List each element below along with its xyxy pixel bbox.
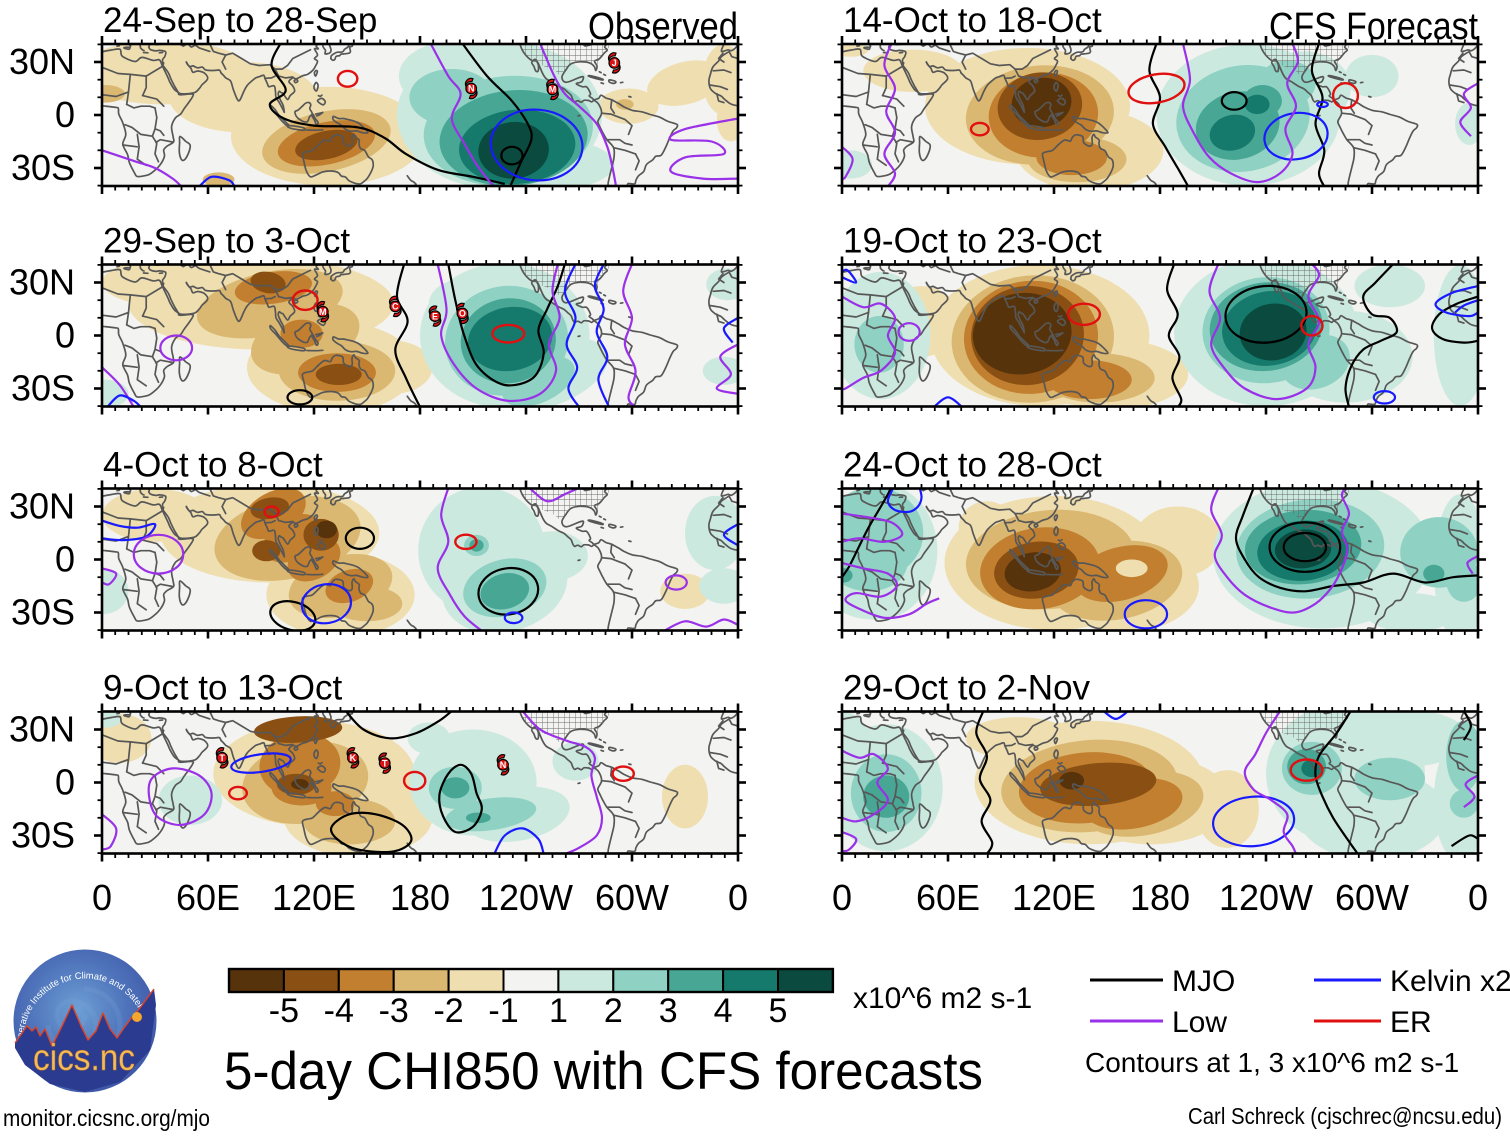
svg-text:5: 5 (769, 992, 788, 1030)
svg-text:2: 2 (604, 992, 623, 1030)
svg-text:C: C (392, 302, 399, 312)
svg-text:T: T (219, 753, 225, 763)
svg-text:Kelvin x2: Kelvin x2 (1390, 965, 1510, 998)
svg-text:-4: -4 (324, 992, 354, 1030)
svg-text:cics.nc: cics.nc (33, 1037, 135, 1078)
svg-text:120E: 120E (272, 877, 356, 918)
svg-text:24-Oct to 28-Oct: 24-Oct to 28-Oct (843, 446, 1102, 485)
svg-text:M: M (319, 307, 327, 317)
svg-text:29-Oct to 2-Nov: 29-Oct to 2-Nov (843, 669, 1091, 708)
svg-text:180: 180 (1130, 877, 1190, 918)
svg-text:0: 0 (728, 877, 748, 918)
svg-text:30N: 30N (9, 41, 75, 82)
svg-text:0: 0 (55, 94, 75, 135)
svg-text:-2: -2 (433, 992, 463, 1030)
svg-text:ER: ER (1390, 1006, 1432, 1039)
svg-text:E: E (432, 311, 438, 321)
svg-text:24-Sep to 28-Sep: 24-Sep to 28-Sep (103, 1, 377, 40)
svg-text:14-Oct to 18-Oct: 14-Oct to 18-Oct (843, 1, 1102, 40)
svg-text:19-Oct to 23-Oct: 19-Oct to 23-Oct (843, 222, 1102, 261)
svg-text:0: 0 (92, 877, 112, 918)
svg-text:60W: 60W (1335, 877, 1409, 918)
svg-text:3: 3 (659, 992, 678, 1030)
svg-text:30N: 30N (9, 709, 75, 750)
svg-text:-5: -5 (269, 992, 299, 1030)
svg-text:4-Oct to 8-Oct: 4-Oct to 8-Oct (103, 446, 323, 485)
svg-text:29-Sep to 3-Oct: 29-Sep to 3-Oct (103, 222, 350, 261)
svg-text:30S: 30S (11, 815, 75, 856)
svg-text:0: 0 (1468, 877, 1488, 918)
svg-text:60E: 60E (916, 877, 980, 918)
svg-text:Contours at 1, 3 x10^6 m2 s-1: Contours at 1, 3 x10^6 m2 s-1 (1085, 1047, 1459, 1078)
svg-text:30N: 30N (9, 262, 75, 303)
svg-text:Observed: Observed (588, 6, 738, 48)
svg-text:30S: 30S (11, 368, 75, 409)
svg-text:CFS Forecast: CFS Forecast (1269, 6, 1478, 48)
svg-text:120E: 120E (1012, 877, 1096, 918)
svg-text:120W: 120W (479, 877, 573, 918)
svg-text:9-Oct to 13-Oct: 9-Oct to 13-Oct (103, 669, 343, 708)
svg-text:M: M (549, 85, 557, 95)
svg-text:0: 0 (55, 315, 75, 356)
svg-text:120W: 120W (1219, 877, 1313, 918)
svg-text:Carl Schreck (cjschrec@ncsu.ed: Carl Schreck (cjschrec@ncsu.edu) (1188, 1103, 1502, 1129)
svg-text:J: J (612, 58, 617, 68)
svg-text:0: 0 (55, 762, 75, 803)
svg-text:K: K (350, 753, 357, 763)
svg-text:monitor.cicsnc.org/mjo: monitor.cicsnc.org/mjo (3, 1105, 210, 1131)
svg-text:N: N (468, 84, 475, 94)
svg-text:1: 1 (549, 992, 568, 1030)
svg-text:T: T (382, 758, 388, 768)
svg-text:5-day CHI850 with CFS forecast: 5-day CHI850 with CFS forecasts (224, 1042, 983, 1101)
svg-text:4: 4 (714, 992, 733, 1030)
svg-text:30S: 30S (11, 592, 75, 633)
svg-text:x10^6 m2 s-1: x10^6 m2 s-1 (853, 982, 1032, 1015)
svg-text:0: 0 (832, 877, 852, 918)
svg-text:180: 180 (390, 877, 450, 918)
svg-text:MJO: MJO (1172, 965, 1235, 998)
svg-text:Low: Low (1172, 1006, 1227, 1039)
svg-text:60E: 60E (176, 877, 240, 918)
svg-text:30N: 30N (9, 486, 75, 527)
svg-text:N: N (500, 760, 507, 770)
svg-text:60W: 60W (595, 877, 669, 918)
svg-text:30S: 30S (11, 147, 75, 188)
svg-text:-1: -1 (488, 992, 518, 1030)
svg-text:0: 0 (55, 539, 75, 580)
svg-text:O: O (459, 309, 466, 319)
svg-text:-3: -3 (379, 992, 409, 1030)
